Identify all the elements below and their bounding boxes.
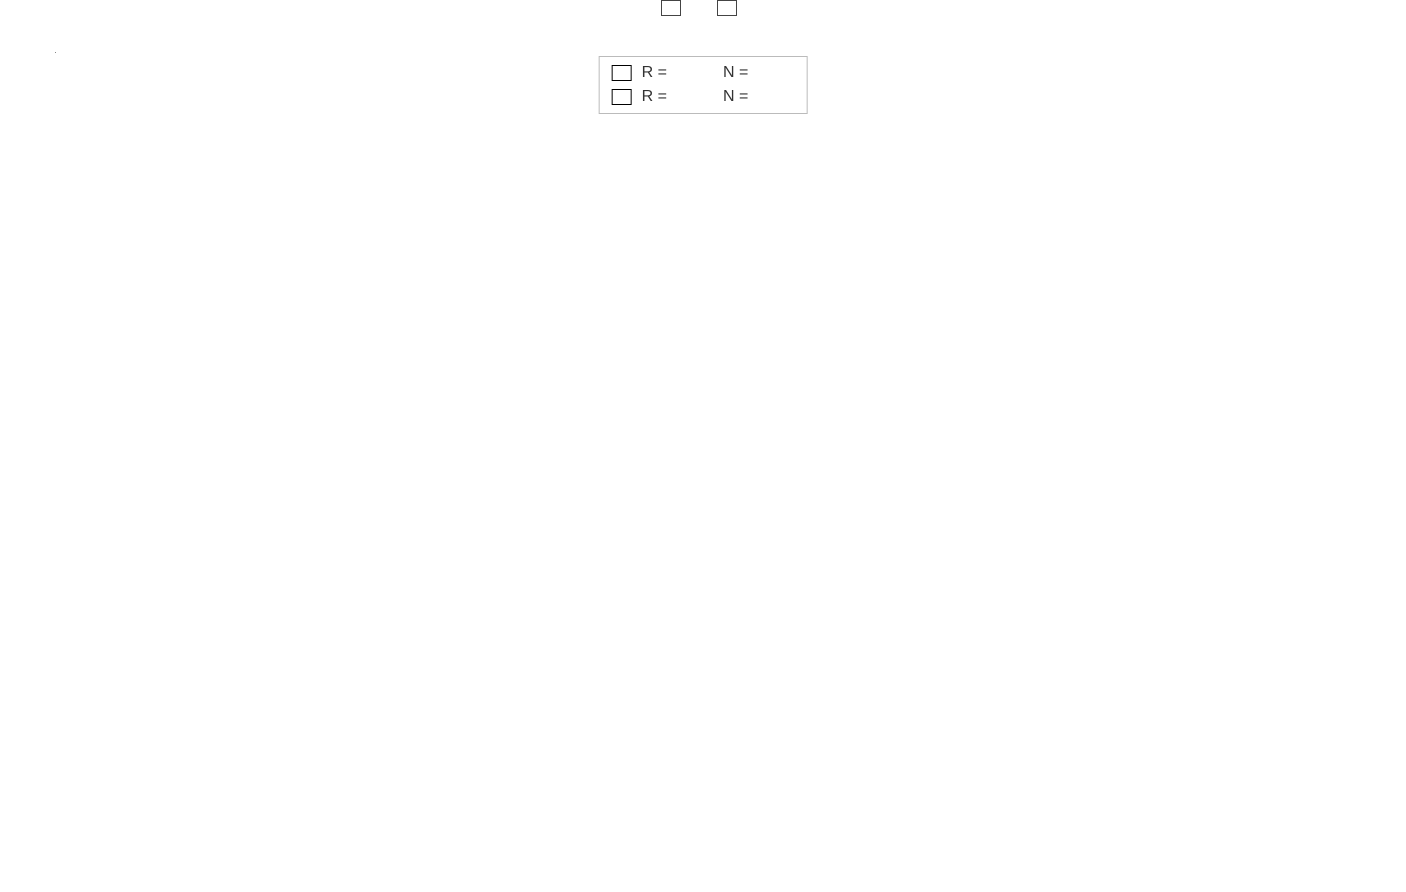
legend-item-cubans: [661, 0, 689, 16]
plot-svg: [56, 52, 356, 202]
stats-row-ukraine: R = N =: [612, 85, 795, 109]
swatch-ukraine: [717, 0, 737, 16]
legend-item-ukraine: [717, 0, 745, 16]
correlation-stats-box: R = N = R = N =: [599, 56, 808, 114]
scatter-plot: [55, 52, 56, 53]
swatch-ukraine: [612, 89, 632, 105]
swatch-cubans: [661, 0, 681, 16]
series-legend: [661, 0, 745, 16]
stats-row-cubans: R = N =: [612, 61, 795, 85]
swatch-cubans: [612, 65, 632, 81]
